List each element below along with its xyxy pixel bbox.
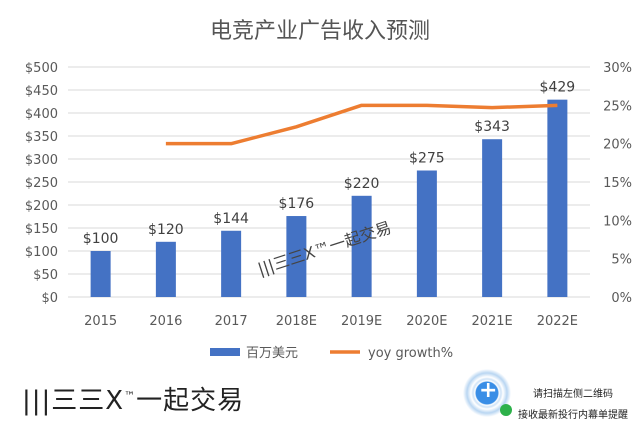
x-tick-label: 2022E (537, 314, 578, 329)
right-tick-label: 20% (603, 138, 632, 153)
x-tick-label: 2020E (406, 314, 447, 329)
x-tick-label: 2016 (149, 314, 182, 329)
chart: 电竞产业广告收入预测 $0 $50 $100 $150 $200 $250 $300 $350 $… (25, 19, 632, 361)
left-tick-label: $250 (25, 176, 58, 191)
bar-data-label: $120 (148, 222, 184, 238)
left-tick-label: $350 (25, 130, 58, 145)
qr-code-icon[interactable]: + (462, 368, 512, 418)
bar (482, 139, 503, 297)
bar (155, 241, 176, 297)
chart-title: 电竞产业广告收入预测 (210, 19, 430, 44)
bar-data-label: $429 (540, 80, 576, 96)
qr-caption-1: 请扫描左侧二维码 (533, 389, 613, 400)
left-tick-label: $400 (25, 107, 58, 122)
bar-data-label: $220 (344, 176, 380, 192)
bar-data-label: $144 (213, 211, 249, 227)
bar-data-label: $275 (409, 151, 445, 167)
left-tick-label: $500 (25, 61, 58, 76)
bar (416, 170, 437, 297)
legend-bar-label: 百万美元 (246, 346, 298, 361)
bar (547, 99, 568, 297)
bar (351, 195, 372, 297)
legend-line-label: yoy growth% (368, 346, 453, 361)
left-tick-label: $100 (25, 245, 58, 260)
left-tick-label: $300 (25, 153, 58, 168)
left-tick-label: $50 (33, 268, 58, 283)
x-tick-label: 2019E (341, 314, 382, 329)
bar (90, 251, 111, 297)
bar-data-label: $100 (83, 231, 119, 247)
logo: |||三三X™一起交易 (22, 386, 245, 416)
right-tick-label: 30% (603, 61, 632, 76)
right-tick-label: 0% (611, 291, 632, 306)
legend-bar-swatch (210, 348, 240, 356)
growth-line (165, 103, 558, 146)
bar (221, 230, 242, 297)
bar-data-label: $176 (279, 196, 315, 212)
qr-caption-2: 接收最新投行内幕单提醒 (518, 410, 628, 421)
x-tick-label: 2021E (471, 314, 512, 329)
watermark: |||三三X™一起交易 (255, 218, 393, 279)
x-tick-label: 2017 (215, 314, 248, 329)
right-tick-label: 10% (603, 214, 632, 229)
x-tick-label: 2015 (84, 314, 117, 329)
left-tick-label: $200 (25, 199, 58, 214)
left-tick-label: $0 (41, 291, 58, 306)
right-tick-label: 15% (603, 176, 632, 191)
left-tick-label: $150 (25, 222, 58, 237)
right-tick-label: 25% (603, 99, 632, 114)
bar-data-label: $343 (474, 119, 510, 135)
left-tick-label: $450 (25, 84, 58, 99)
bar (286, 216, 307, 297)
x-tick-label: 2018E (276, 314, 317, 329)
right-tick-label: 5% (611, 253, 632, 268)
